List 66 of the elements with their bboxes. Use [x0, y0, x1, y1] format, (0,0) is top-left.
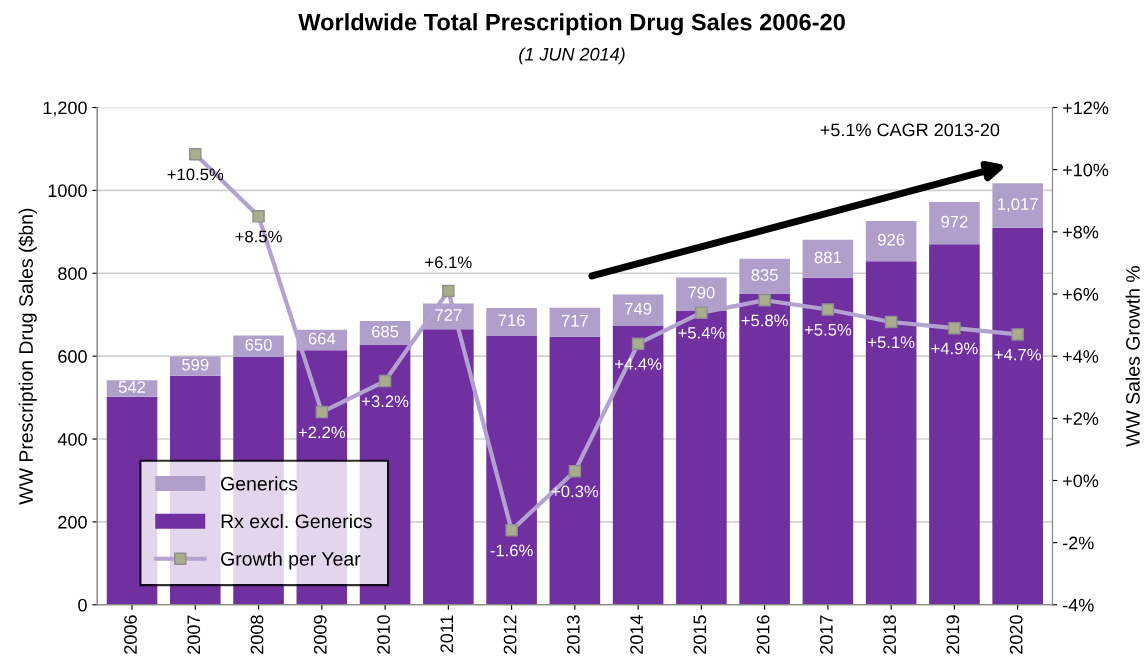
y-axis-title: WW Prescription Drug Sales ($bn) [18, 208, 37, 505]
annotation: +5.1% CAGR 2013-20 [820, 123, 1000, 137]
y2-tick-label: +0% [1063, 474, 1099, 488]
x-tick-label: 2009 [313, 615, 327, 654]
total-label: 1,017 [998, 198, 1038, 212]
y2-tick-label: +6% [1063, 287, 1099, 301]
data-label: +4.7% [994, 348, 1041, 361]
legend-label: Growth per Year [221, 551, 361, 570]
data-label: +4.9% [931, 342, 978, 355]
data-label: +5.1% [868, 336, 915, 349]
x-tick-label: 2018 [883, 615, 897, 654]
data-label: -1.6% [490, 544, 533, 557]
chart-title: Worldwide Total Prescription Drug Sales 2006-20 [298, 13, 845, 36]
data-label: +3.2% [362, 395, 409, 408]
y-tick-label: 1,200 [43, 101, 87, 117]
x-tick-label: 2020 [1009, 615, 1023, 654]
y-tick-label: 0 [78, 598, 87, 612]
x-tick-label: 2016 [756, 615, 770, 654]
x-tick-label: 2010 [377, 615, 390, 654]
y2-tick-label: +8% [1063, 225, 1099, 239]
legend-label: Generics [221, 476, 298, 491]
total-label: 790 [688, 286, 715, 299]
y2-tick-label: +12% [1063, 101, 1109, 115]
total-label: 749 [625, 302, 652, 315]
data-label: +2.2% [298, 426, 346, 439]
total-label: 685 [372, 325, 399, 338]
y2-tick-label: +4% [1063, 350, 1099, 363]
x-tick-label: 2015 [693, 615, 707, 654]
data-label: +5.4% [678, 327, 725, 339]
legend-label: Rx excl. Generics [221, 513, 372, 529]
total-label: 664 [308, 332, 336, 345]
total-label: 881 [814, 251, 841, 264]
total-label: 716 [498, 314, 525, 327]
data-label: +5.5% [804, 323, 852, 336]
y-tick-label: 600 [58, 350, 87, 363]
data-label: +5.8% [741, 314, 788, 327]
y2-tick-label: +10% [1063, 163, 1109, 177]
y-tick-label: 400 [57, 432, 87, 446]
x-tick-label: 2019 [946, 615, 960, 654]
total-label: 717 [561, 315, 588, 327]
y-tick-label: 200 [58, 515, 87, 529]
y2-axis-title: WW Sales Growth % [1125, 266, 1140, 447]
y-tick-label: 800 [58, 267, 87, 280]
chart-subtitle: (1 JUN 2014) [519, 47, 625, 65]
x-tick-label: 2006 [124, 615, 137, 654]
total-label: 599 [182, 358, 209, 371]
data-label: +10.5% [167, 168, 224, 181]
x-tick-label: 2007 [187, 615, 201, 654]
total-label: 542 [118, 381, 146, 393]
total-label: 650 [245, 338, 272, 351]
y2-tick-label: +2% [1063, 412, 1099, 425]
y2-tick-label: -4% [1063, 598, 1094, 612]
data-label: +8.5% [235, 230, 282, 243]
x-tick-label: 2013 [566, 615, 580, 654]
x-tick-label: 2012 [503, 615, 517, 654]
total-label: 972 [941, 215, 968, 228]
x-tick-label: 2011 [440, 615, 454, 653]
x-tick-label: 2014 [630, 615, 643, 654]
total-label: 727 [435, 309, 462, 321]
x-tick-label: 2008 [250, 615, 264, 654]
x-tick-label: 2017 [819, 615, 833, 654]
total-label: 835 [751, 269, 778, 281]
data-label: +6.1% [425, 256, 472, 269]
total-label: 926 [878, 233, 905, 246]
y2-tick-label: -2% [1063, 536, 1094, 550]
y-tick-label: 1000 [48, 184, 87, 198]
